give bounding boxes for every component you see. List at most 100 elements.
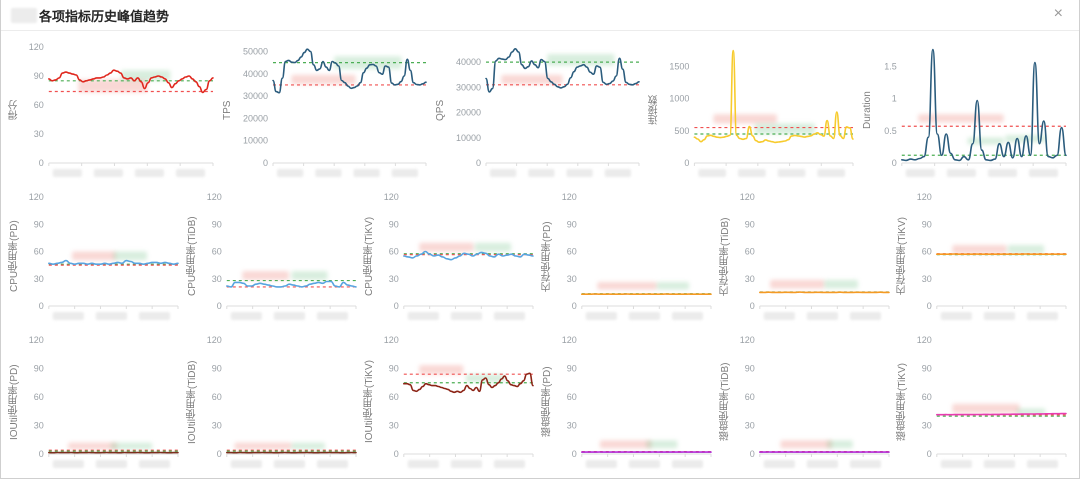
- svg-text:0: 0: [263, 158, 268, 168]
- svg-text:90: 90: [389, 219, 399, 229]
- chart-plot[interactable]: 0 10000 20000 30000 40000 50000: [235, 35, 431, 185]
- y-axis-label: 内存使用率(TiDB): [719, 217, 731, 296]
- svg-text:30: 30: [389, 274, 399, 284]
- svg-text:120: 120: [206, 192, 221, 202]
- svg-text:30: 30: [389, 421, 399, 431]
- svg-text:60: 60: [922, 392, 932, 402]
- svg-text:1500: 1500: [669, 61, 689, 71]
- chart-disk-tikv: 磁盘使用率(TiKV) 0 30 60 90 120: [895, 328, 1071, 476]
- svg-text:120: 120: [384, 192, 399, 202]
- chart-cpu-tidb: CPU使用率(TiDB) 0 30 60 90 120: [185, 185, 361, 328]
- svg-text:0: 0: [39, 301, 44, 311]
- svg-text:0: 0: [394, 449, 399, 459]
- svg-text:120: 120: [917, 192, 932, 202]
- svg-text:120: 120: [29, 192, 44, 202]
- chart-plot[interactable]: 0 30 60 90 120: [22, 185, 183, 328]
- svg-text:90: 90: [211, 364, 221, 374]
- svg-text:0: 0: [892, 158, 897, 168]
- chart-plot[interactable]: 0 30 60 90 120: [733, 328, 894, 476]
- modal-title: 各项指标历史峰值趋势: [39, 8, 170, 24]
- close-icon[interactable]: ×: [1053, 5, 1063, 22]
- chart-disk-tidb: 磁盘使用率(TiDB) 0 30 60 90 120: [718, 328, 894, 476]
- chart-plot[interactable]: 0 30 60 90 120: [910, 328, 1071, 476]
- svg-text:0: 0: [394, 301, 399, 311]
- chart-plot[interactable]: 0 500 1000 1500: [662, 35, 858, 185]
- svg-text:1000: 1000: [669, 94, 689, 104]
- svg-text:90: 90: [567, 219, 577, 229]
- svg-text:90: 90: [922, 219, 932, 229]
- svg-text:0: 0: [39, 449, 44, 459]
- chart-plot[interactable]: 0 30 60 90 120: [22, 35, 218, 185]
- y-axis-label: Duration: [861, 91, 873, 129]
- y-axis-label: IOUtil使用率(TiKV): [364, 360, 376, 444]
- svg-text:10000: 10000: [456, 133, 481, 143]
- svg-text:0.5: 0.5: [884, 126, 897, 136]
- svg-text:60: 60: [34, 100, 44, 110]
- svg-text:0: 0: [927, 449, 932, 459]
- y-axis-label: CPU使用率(TiDB): [186, 216, 198, 297]
- svg-text:120: 120: [29, 42, 44, 52]
- chart-row-1: 得分 0 30 60 90 120 TPS 0 10000 20000 30000 40000 5000…: [7, 35, 1071, 185]
- svg-text:90: 90: [744, 219, 754, 229]
- chart-ioutil-pd: IOUtil使用率(PD) 0 30 60 90 120: [7, 328, 183, 476]
- svg-text:60: 60: [744, 392, 754, 402]
- svg-text:120: 120: [384, 335, 399, 345]
- svg-text:0: 0: [476, 158, 481, 168]
- chart-row-3: IOUtil使用率(PD) 0 30 60 90 120 IOUtil使用率(TiDB) 0 3…: [7, 328, 1071, 476]
- svg-text:90: 90: [389, 364, 399, 374]
- svg-text:60: 60: [211, 247, 221, 257]
- svg-text:0: 0: [216, 301, 221, 311]
- svg-text:120: 120: [206, 335, 221, 345]
- svg-text:20000: 20000: [243, 113, 268, 123]
- svg-text:30: 30: [34, 421, 44, 431]
- svg-text:60: 60: [34, 392, 44, 402]
- chart-plot[interactable]: 0 30 60 90 120: [733, 185, 894, 328]
- chart-plot[interactable]: 0 30 60 90 120: [377, 328, 538, 476]
- chart-disk-pd: 磁盘使用率(PD) 0 30 60 90 120: [540, 328, 716, 476]
- svg-text:90: 90: [211, 219, 221, 229]
- chart-plot[interactable]: 0 30 60 90 120: [555, 185, 716, 328]
- svg-text:90: 90: [34, 219, 44, 229]
- svg-text:30: 30: [567, 421, 577, 431]
- svg-text:90: 90: [34, 71, 44, 81]
- chart-score: 得分 0 30 60 90 120: [7, 35, 218, 185]
- chart-cpu-tikv: CPU使用率(TiKV) 0 30 60 90 120: [362, 185, 538, 328]
- svg-text:60: 60: [744, 247, 754, 257]
- svg-text:60: 60: [922, 247, 932, 257]
- svg-text:60: 60: [389, 392, 399, 402]
- chart-connections: 连接数 0 500 1000 1500: [647, 35, 858, 185]
- svg-text:1: 1: [892, 94, 897, 104]
- svg-text:0: 0: [572, 301, 577, 311]
- y-axis-label: IOUtil使用率(TiDB): [186, 360, 198, 444]
- svg-text:20000: 20000: [456, 108, 481, 118]
- svg-text:40000: 40000: [456, 57, 481, 67]
- svg-text:0: 0: [39, 158, 44, 168]
- y-axis-label: 磁盘使用率(TiKV): [897, 363, 909, 441]
- modal-header: 各项指标历史峰值趋势 ×: [1, 0, 1079, 31]
- y-axis-label: IOUtil使用率(PD): [9, 364, 20, 440]
- chart-plot[interactable]: 0 30 60 90 120: [22, 328, 183, 476]
- svg-text:30: 30: [34, 274, 44, 284]
- chart-plot[interactable]: 0 30 60 90 120: [200, 185, 361, 328]
- chart-plot[interactable]: 0 30 60 90 120: [555, 328, 716, 476]
- chart-qps: QPS 0 10000 20000 30000 40000: [433, 35, 644, 185]
- svg-text:30: 30: [211, 421, 221, 431]
- chart-mem-tidb: 内存使用率(TiDB) 0 30 60 90 120: [718, 185, 894, 328]
- svg-text:0: 0: [749, 449, 754, 459]
- chart-tps: TPS 0 10000 20000 30000 40000 50000: [220, 35, 431, 185]
- svg-text:120: 120: [739, 335, 754, 345]
- chart-ioutil-tikv: IOUtil使用率(TiKV) 0 30 60 90 120: [362, 328, 538, 476]
- svg-text:60: 60: [389, 247, 399, 257]
- chart-plot[interactable]: 0 10000 20000 30000 40000: [448, 35, 644, 185]
- svg-text:30: 30: [744, 421, 754, 431]
- chart-ioutil-tidb: IOUtil使用率(TiDB) 0 30 60 90 120: [185, 328, 361, 476]
- chart-plot[interactable]: 0 30 60 90 120: [200, 328, 361, 476]
- chart-plot[interactable]: 0 0.5 1 1.5: [875, 35, 1071, 185]
- y-axis-label: 内存使用率(TiKV): [897, 217, 909, 296]
- svg-text:30: 30: [211, 274, 221, 284]
- svg-text:30: 30: [567, 274, 577, 284]
- chart-plot[interactable]: 0 30 60 90 120: [910, 185, 1071, 328]
- chart-plot[interactable]: 0 30 60 90 120: [377, 185, 538, 328]
- y-axis-label: QPS: [435, 99, 447, 121]
